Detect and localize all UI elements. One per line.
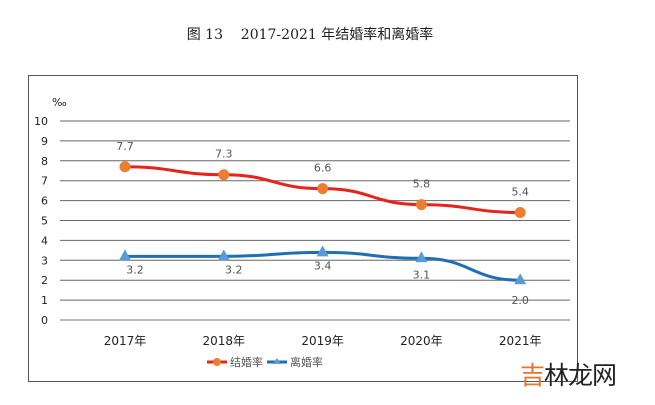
y-tick-label: 2 <box>41 274 48 287</box>
legend-label: 离婚率 <box>290 355 323 369</box>
data-label: 3.2 <box>225 263 243 276</box>
data-point-marriage <box>514 207 526 219</box>
data-label: 3.1 <box>413 268 431 281</box>
legend-marker <box>273 358 281 364</box>
x-tick-label: 2018年 <box>203 334 246 348</box>
data-label: 5.4 <box>511 186 529 199</box>
y-tick-label: 4 <box>41 234 48 247</box>
data-point-divorce <box>217 249 230 261</box>
data-point-divorce <box>514 273 527 285</box>
data-point-marriage <box>415 199 427 211</box>
y-tick-label: 6 <box>41 195 48 208</box>
data-label: 7.3 <box>215 148 233 161</box>
legend-marker <box>213 358 221 366</box>
y-tick-label: 0 <box>41 314 48 327</box>
x-tick-label: 2019年 <box>301 334 344 348</box>
data-label: 3.4 <box>314 259 332 272</box>
data-label: 5.8 <box>413 178 431 191</box>
x-tick-label: 2017年 <box>104 334 147 348</box>
data-point-marriage <box>317 183 329 195</box>
x-tick-label: 2021年 <box>499 334 542 348</box>
data-label: 6.6 <box>314 162 332 175</box>
data-point-divorce <box>415 251 428 263</box>
data-label: 2.0 <box>511 294 529 307</box>
chart-frame <box>28 75 578 382</box>
y-tick-label: 7 <box>41 175 48 188</box>
data-point-divorce <box>316 245 329 257</box>
data-label: 3.2 <box>126 263 144 276</box>
y-tick-label: 8 <box>41 155 48 168</box>
y-tick-label: 5 <box>41 215 48 228</box>
data-point-marriage <box>218 169 230 181</box>
watermark-logo: 吉林龙网 <box>520 356 617 392</box>
data-point-marriage <box>119 161 131 173</box>
y-axis-unit: ‰ <box>52 96 67 109</box>
y-tick-label: 9 <box>41 135 48 148</box>
watermark-rest: 林龙网 <box>544 361 617 390</box>
legend-label: 结婚率 <box>230 355 263 369</box>
y-tick-label: 3 <box>41 254 48 267</box>
y-tick-label: 10 <box>34 115 48 128</box>
data-label: 7.7 <box>116 140 134 153</box>
y-tick-label: 1 <box>41 294 48 307</box>
watermark-first: 吉 <box>520 361 545 390</box>
chart-title: 图 13 2017-2021 年结婚率和离婚率 <box>186 27 434 43</box>
data-point-divorce <box>119 249 131 261</box>
x-tick-label: 2020年 <box>400 334 443 348</box>
